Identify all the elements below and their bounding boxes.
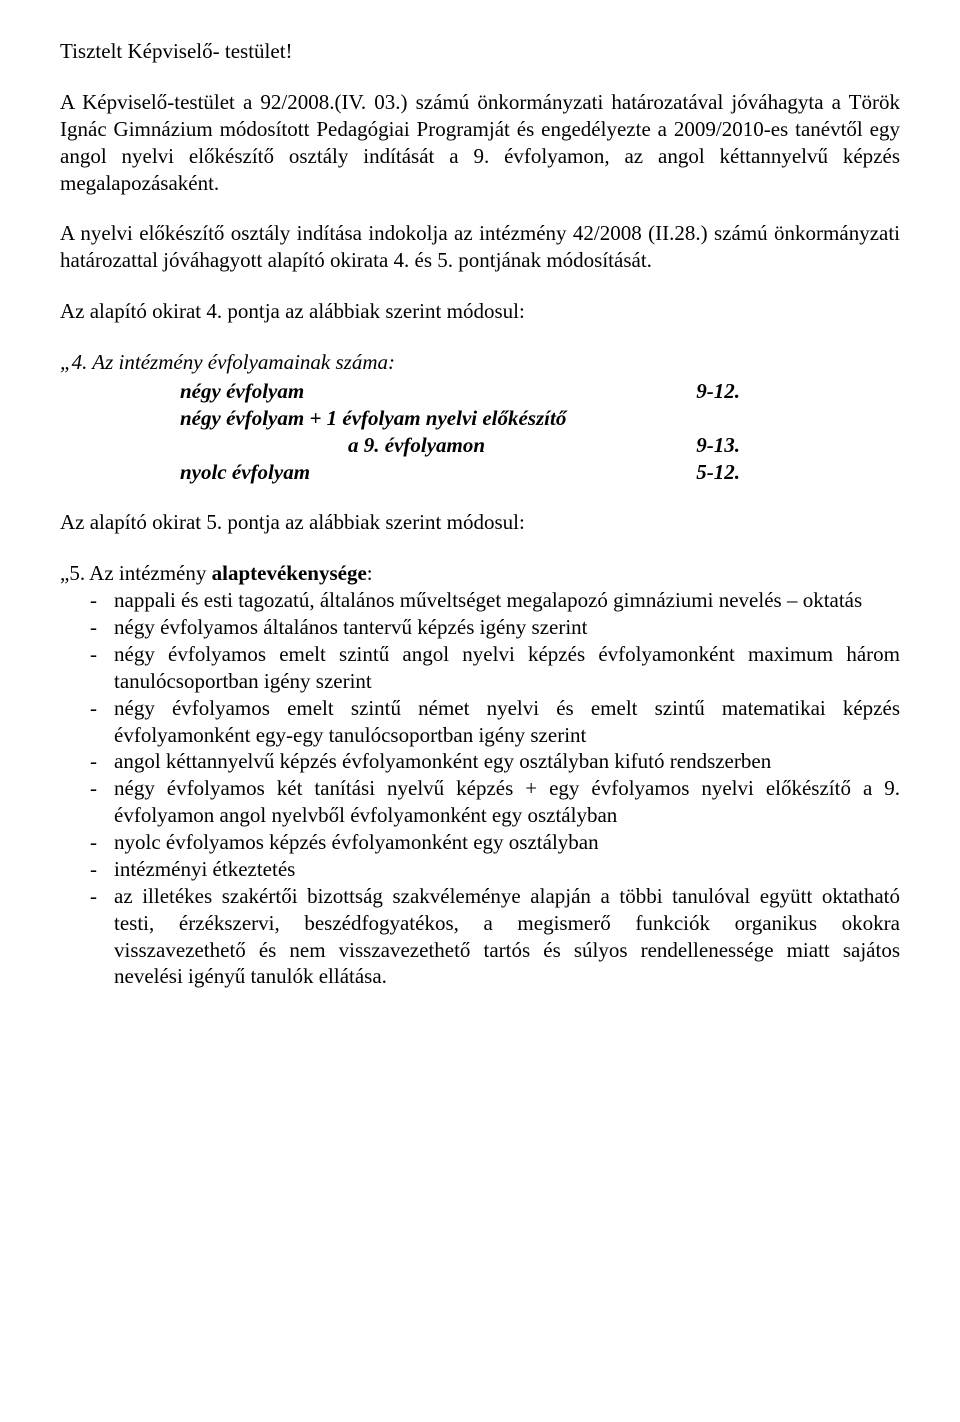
section-5-lead-before: „5. Az intézmény xyxy=(60,561,212,585)
section-4: „4. Az intézmény évfolyamainak száma: né… xyxy=(60,349,900,485)
paragraph-1: A Képviselő-testület a 92/2008.(IV. 03.)… xyxy=(60,89,900,197)
list-item: angol kéttannyelvű képzés évfolyamonként… xyxy=(60,748,900,775)
line-value: 9-13. xyxy=(696,432,900,459)
paragraph-3: Az alapító okirat 4. pontja az alábbiak … xyxy=(60,298,900,325)
list-item: négy évfolyamos két tanítási nyelvű képz… xyxy=(60,775,900,829)
section-4-lead: „4. Az intézmény évfolyamainak száma: xyxy=(60,349,900,376)
list-item: nyolc évfolyamos képzés évfolyamonként e… xyxy=(60,829,900,856)
section-4-line: négy évfolyam + 1 évfolyam nyelvi előkés… xyxy=(180,405,900,432)
line-label: nyolc évfolyam xyxy=(180,459,310,486)
section-4-line: nyolc évfolyam 5-12. xyxy=(180,459,900,486)
paragraph-5: Az alapító okirat 5. pontja az alábbiak … xyxy=(60,509,900,536)
line-label: négy évfolyam xyxy=(180,378,304,405)
list-item: négy évfolyamos emelt szintű német nyelv… xyxy=(60,695,900,749)
list-item: nappali és esti tagozatú, általános műve… xyxy=(60,587,900,614)
line-value: 5-12. xyxy=(696,459,900,486)
section-5-lead-bold: alaptevékenysége xyxy=(212,561,367,585)
section-4-line: a 9. évfolyamon 9-13. xyxy=(180,432,900,459)
paragraph-2: A nyelvi előkészítő osztály indítása ind… xyxy=(60,220,900,274)
line-label: négy évfolyam + 1 évfolyam nyelvi előkés… xyxy=(180,405,566,432)
line-value: 9-12. xyxy=(696,378,900,405)
salutation: Tisztelt Képviselő- testület! xyxy=(60,38,900,65)
line-label: a 9. évfolyamon xyxy=(180,432,485,459)
list-item: négy évfolyamos emelt szintű angol nyelv… xyxy=(60,641,900,695)
section-5: „5. Az intézmény alaptevékenysége: nappa… xyxy=(60,560,900,990)
section-5-list: nappali és esti tagozatú, általános műve… xyxy=(60,587,900,990)
section-5-lead-after: : xyxy=(367,561,373,585)
list-item: az illetékes szakértői bizottság szakvél… xyxy=(60,883,900,991)
document-page: Tisztelt Képviselő- testület! A Képvisel… xyxy=(0,0,960,1422)
section-4-line: négy évfolyam 9-12. xyxy=(180,378,900,405)
list-item: intézményi étkeztetés xyxy=(60,856,900,883)
list-item: négy évfolyamos általános tantervű képzé… xyxy=(60,614,900,641)
section-4-lines: négy évfolyam 9-12. négy évfolyam + 1 év… xyxy=(60,378,900,486)
section-5-lead: „5. Az intézmény alaptevékenysége: xyxy=(60,560,900,587)
